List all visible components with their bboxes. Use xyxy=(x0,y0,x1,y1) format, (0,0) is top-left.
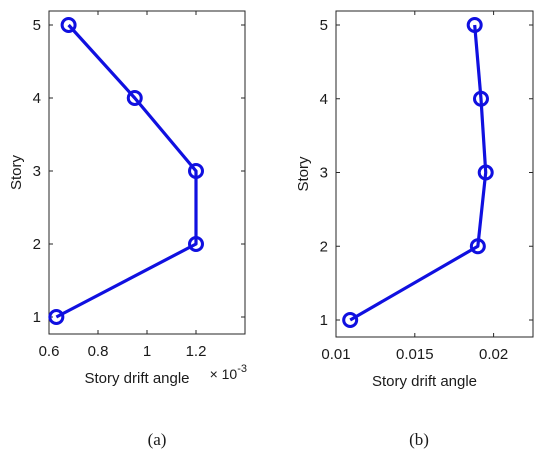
panel-a-data-point xyxy=(48,309,65,325)
panel-a-x-tick-label: 1 xyxy=(143,343,151,360)
panel-a-x-exponent-label: × 10-3 xyxy=(210,363,247,382)
panel-b-y-tick-label: 3 xyxy=(320,165,328,182)
panel-b-data-point xyxy=(469,238,486,255)
panel-b-data-point xyxy=(477,164,494,181)
panel-b-data-point xyxy=(342,312,359,328)
panel-b-y-tick-label: 1 xyxy=(320,312,328,329)
panel-a-y-tick-label: 2 xyxy=(33,236,41,253)
panel-b-caption: (b) xyxy=(409,430,429,449)
panel-b-x-tick-label: 0.015 xyxy=(396,346,434,363)
panel-b-x-tick-label: 0.02 xyxy=(479,346,508,363)
panel-b-y-tick-label: 5 xyxy=(320,17,328,34)
panel-a-x-tick-label: 0.6 xyxy=(39,343,60,360)
panel-a-x-exponent-power: -3 xyxy=(237,363,247,375)
panel-b-plot-frame xyxy=(335,10,534,338)
panel-b-y-tick-label: 4 xyxy=(320,91,328,108)
panel-a-y-axis-label: Story xyxy=(8,154,25,190)
panel-a-x-tick-label: 1.2 xyxy=(186,343,207,360)
panel-b-data-point xyxy=(466,17,483,33)
panel-b-chart: 0.01 0.015 0.02 1 2 3 4 5 Story drift angle Story xyxy=(295,10,534,390)
panel-a-x-axis-label: Story drift angle xyxy=(84,370,189,387)
panel-a-y-tick-label: 1 xyxy=(33,309,41,326)
panel-a-data-point xyxy=(60,17,77,33)
panel-b-y-tick-label: 2 xyxy=(320,238,328,255)
panel-a-y-tick-label: 4 xyxy=(33,90,41,107)
panel-a-data-point xyxy=(188,236,204,252)
panel-a-chart: 0.6 0.8 1 1.2 1 2 3 4 5 Story drift angle Story × 1… xyxy=(8,10,247,387)
panel-a-y-tick-label: 3 xyxy=(33,163,41,180)
panel-b-x-tick-label: 0.01 xyxy=(321,346,350,363)
panel-b-data-point xyxy=(472,90,489,107)
panel-b-x-axis-label: Story drift angle xyxy=(372,373,477,390)
panel-a-plot-frame xyxy=(48,10,246,335)
panel-a-data-point xyxy=(126,90,143,106)
panel-a-x-tick-label: 0.8 xyxy=(88,343,109,360)
panel-b-series-line xyxy=(349,24,488,322)
panel-a-caption: (a) xyxy=(148,430,167,449)
panel-a-y-tick-label: 5 xyxy=(33,17,41,34)
panel-b-y-axis-label: Story xyxy=(295,156,312,192)
panel-a-series-line xyxy=(55,23,198,319)
panel-a-data-point xyxy=(188,163,204,179)
